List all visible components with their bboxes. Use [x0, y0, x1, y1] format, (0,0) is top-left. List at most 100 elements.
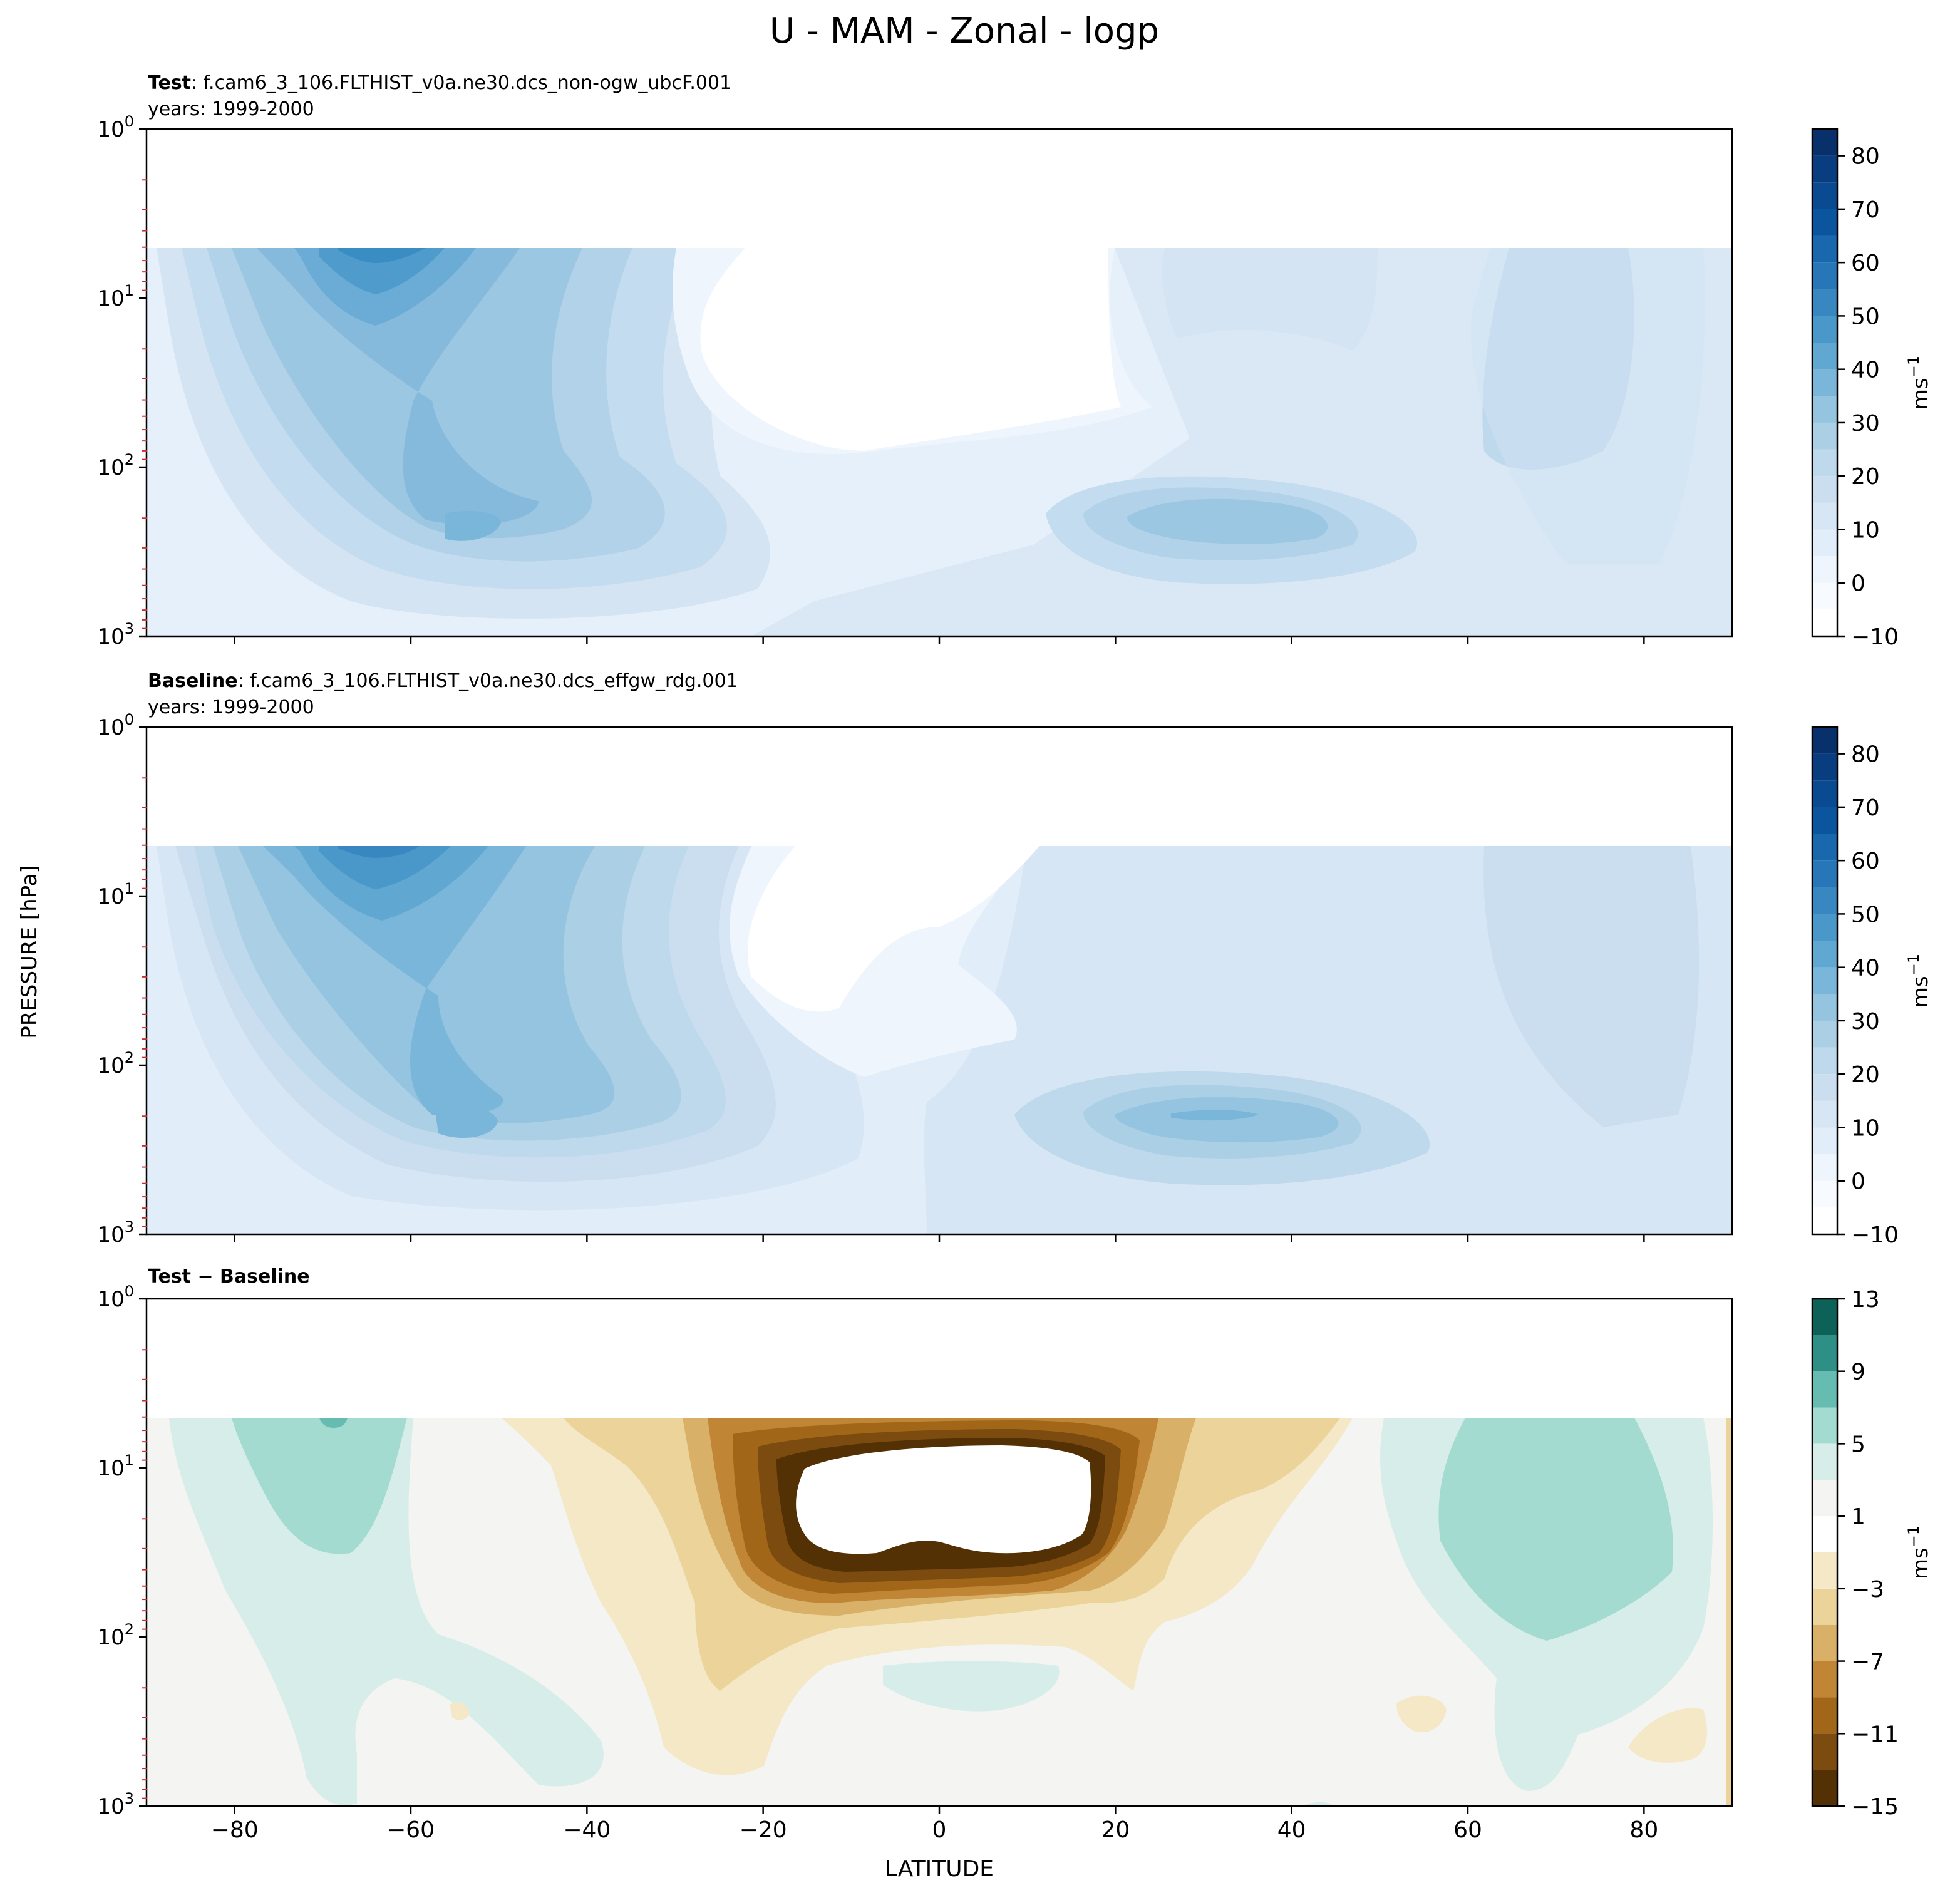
panel-difference-label: Test − Baseline [148, 1266, 310, 1288]
panel-test-band-nh-polar-outer [1470, 248, 1705, 564]
panel-test-top-blank [147, 129, 1732, 248]
panel-difference-colorbar-band-7 [1812, 1516, 1837, 1552]
panel-test: Test: f.cam6_3_106.FLTHIST_v0a.ne30.dcs_… [97, 72, 1933, 650]
x-axis-label: LATITUDE [885, 1856, 994, 1882]
panel-difference-colorbar-band-0 [1812, 1770, 1837, 1806]
panel-test-colorbar-band-1 [1812, 582, 1837, 610]
panel-test-band-sh-50 [338, 248, 426, 263]
panel-test-colorbar-band-8 [1812, 396, 1837, 423]
panel-difference-colorbar-band-4 [1812, 1624, 1837, 1661]
y-axis-label: PRESSURE [hPa] [17, 865, 42, 1038]
panel-difference-colorbar-tick-label-4: 1 [1851, 1504, 1865, 1530]
panel-difference-ytick-label-1: 101 [97, 1452, 134, 1481]
panel-baseline-ytick-base-3: 10 [97, 1222, 124, 1247]
panel-baseline-colorbar-band-5 [1812, 1074, 1837, 1101]
panel-baseline: Baseline: f.cam6_3_106.FLTHIST_v0a.ne30.… [97, 670, 1933, 1248]
panel-test-years: years: 1999-2000 [148, 98, 314, 120]
panel-baseline-colorbar-tick-label-7: 60 [1851, 849, 1880, 874]
panel-test-label-rest: : f.cam6_3_106.FLTHIST_v0a.ne30.dcs_non-… [191, 72, 731, 94]
panel-baseline-colorbar-tick-label-1: 0 [1851, 1169, 1865, 1195]
panel-test-band-sh-30 [232, 248, 592, 539]
panel-difference-ytick-base-3: 10 [97, 1794, 124, 1819]
panel-difference-band-east-edge [1726, 1418, 1732, 1806]
panel-difference-ytick-exp-1: 1 [125, 1452, 134, 1469]
panel-baseline-colorbar-band-8 [1812, 994, 1837, 1021]
panel-baseline-colorbar-band-18 [1812, 727, 1837, 754]
panel-baseline-colorbar-tick-label-9: 80 [1851, 742, 1880, 768]
panel-test-colorbar-label-exp: −1 [1905, 356, 1922, 378]
panel-test-band-sh-45 [319, 248, 445, 294]
panel-difference-ytick-base-0: 10 [97, 1287, 124, 1312]
panel-baseline-band-sh-45 [319, 846, 451, 889]
panel-test-colorbar-tick-label-0: −10 [1851, 624, 1899, 650]
panel-test-contours [147, 129, 1732, 636]
panel-test-colorbar-band-3 [1812, 529, 1837, 557]
panel-test-colorbar-band-6 [1812, 449, 1837, 477]
panel-difference-colorbar-tick-label-6: 9 [1851, 1360, 1865, 1385]
panel-baseline-ytick-label-2: 102 [97, 1049, 134, 1078]
panel-difference-colorbar-tick-label-5: 5 [1851, 1432, 1865, 1457]
panel-test-colorbar-tick-label-1: 0 [1851, 571, 1865, 597]
panel-baseline-ytick-exp-1: 1 [125, 880, 134, 897]
panel-test-colorbar-label-unit: ms [1908, 378, 1933, 410]
panel-difference-xtick-label-6: 40 [1277, 1817, 1306, 1843]
panel-difference-colorbar: −15 −11 −7 −3 1 5 9 13 ms−1 [1811, 1287, 1933, 1820]
panel-difference-xtick-label-5: 20 [1101, 1817, 1130, 1843]
panel-test-colorbar-label: ms−1 [1905, 356, 1933, 410]
panel-difference-colorbar-band-9 [1812, 1443, 1837, 1480]
panel-test-colorbar-band-10 [1812, 343, 1837, 369]
panel-difference-xtick-label-8: 80 [1629, 1817, 1658, 1843]
panel-baseline-colorbar: −10 0 10 20 30 40 50 60 70 80 ms−1 [1811, 726, 1933, 1248]
panel-baseline-colorbar-tick-label-0: −10 [1851, 1222, 1899, 1248]
panel-baseline-ytick-exp-3: 3 [125, 1218, 134, 1236]
panel-test-ytick-base-3: 10 [97, 624, 124, 649]
panel-test-xticks [234, 636, 1645, 644]
panel-test-ytick-base-2: 10 [97, 455, 124, 480]
panel-baseline-band-sh-50 [338, 846, 420, 858]
panel-difference-xtick-label-3: −20 [740, 1817, 787, 1843]
panel-test-ytick-exp-2: 2 [125, 451, 134, 468]
figure-title: U - MAM - Zonal - logp [770, 11, 1159, 51]
panel-baseline-colorbar-band-12 [1812, 887, 1837, 914]
panel-difference-colorbar-tick-label-0: −15 [1851, 1794, 1899, 1820]
panel-baseline-label: Baseline: f.cam6_3_106.FLTHIST_v0a.ne30.… [148, 670, 738, 692]
panel-baseline-colorbar-label: ms−1 [1905, 954, 1933, 1008]
panel-test-ytick-exp-1: 1 [125, 282, 134, 299]
panel-test-label-bold: Test [148, 72, 191, 94]
panel-difference-colorbar-tick-label-7: 13 [1851, 1287, 1880, 1313]
panel-difference-ytick-exp-3: 3 [125, 1790, 134, 1807]
panel-baseline-colorbar-band-11 [1812, 914, 1837, 941]
panel-test-colorbar: −10 0 10 20 30 40 50 60 70 80 ms−1 [1811, 128, 1933, 650]
panel-difference-band-neg-15 [796, 1445, 1091, 1554]
panel-baseline-ytick-exp-0: 0 [125, 711, 134, 728]
panel-baseline-band-sh-35 [263, 846, 526, 1117]
panel-baseline-colorbar-band-9 [1812, 967, 1837, 994]
panel-baseline-ytick-label-3: 103 [97, 1218, 134, 1247]
panel-test-colorbar-band-5 [1812, 476, 1837, 503]
panel-test-ytick-label-3: 103 [97, 620, 134, 649]
panel-baseline-colorbar-label-exp: −1 [1905, 954, 1922, 976]
panel-baseline-contours [147, 727, 1732, 1234]
panel-difference-colorbar-frame [1811, 1298, 1839, 1807]
panel-difference-colorbar-band-6 [1812, 1552, 1837, 1589]
panel-baseline-colorbar-band-14 [1812, 834, 1837, 861]
panel-difference-xtick-label-7: 60 [1453, 1817, 1482, 1843]
panel-baseline-years: years: 1999-2000 [148, 696, 314, 718]
panel-test-colorbar-tick-label-2: 10 [1851, 517, 1880, 543]
panel-test-label: Test: f.cam6_3_106.FLTHIST_v0a.ne30.dcs_… [148, 72, 731, 94]
panel-test-colorbar-band-7 [1812, 422, 1837, 450]
panel-difference-colorbar-band-13 [1812, 1299, 1837, 1335]
panel-difference-band-sfc-pos [1302, 1802, 1334, 1806]
panel-test-band-nh-mid-strat [1162, 248, 1378, 351]
panel-baseline-ytick-base-0: 10 [97, 715, 124, 740]
panel-difference-band-lower-neg-2 [1628, 1708, 1707, 1763]
panel-test-colorbar-band-17 [1812, 155, 1837, 183]
panel-test-band-nh-30 [1127, 498, 1328, 545]
panel-baseline-colorbar-tick-label-8: 70 [1851, 795, 1880, 821]
panel-baseline-top-blank [147, 727, 1732, 846]
